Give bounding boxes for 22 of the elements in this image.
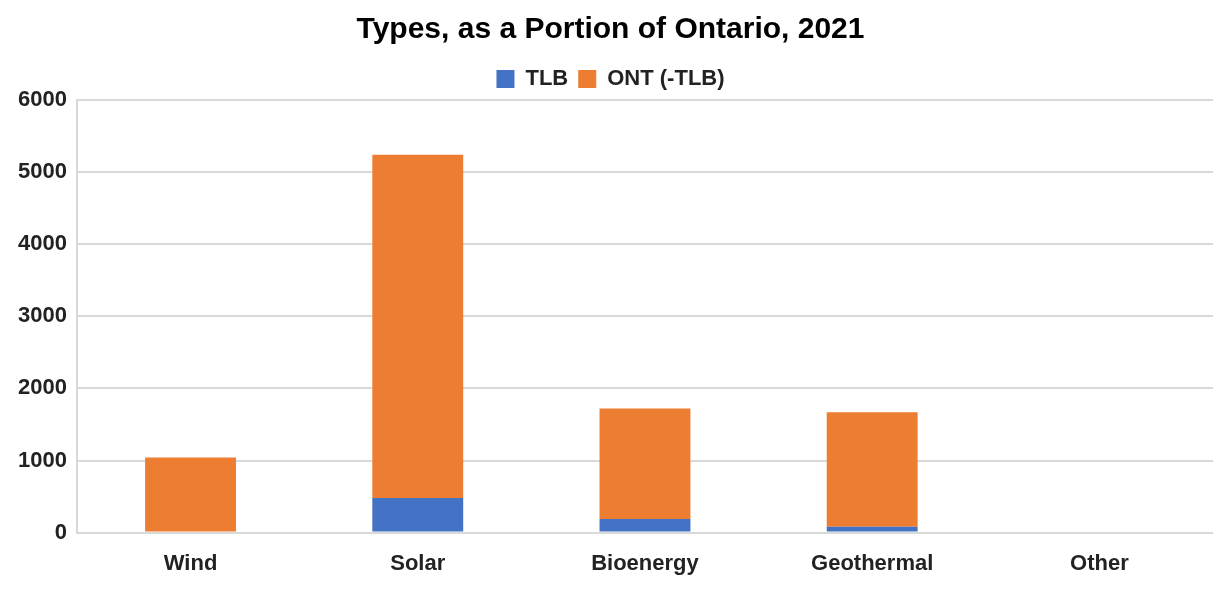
x-tick-label: Wind [163,549,218,575]
bar [826,526,918,532]
legend-label: TLB [525,65,569,91]
legend-label: ONT (-TLB) [607,65,725,91]
y-tick-label: 3000 [17,302,67,328]
bar [826,412,918,527]
y-tick-label: 0 [54,518,67,544]
y-tick-label: 4000 [17,230,67,256]
x-tick-label: Other [1070,549,1130,575]
chart-title: Types, as a Portion of Ontario, 2021 [356,11,865,45]
y-tick-label: 1000 [17,446,67,472]
bar [372,497,464,532]
y-tick-label: 6000 [17,86,67,112]
y-tick-label: 2000 [17,374,67,400]
bar [372,154,464,498]
y-tick-label: 5000 [17,158,67,184]
bar [599,518,691,532]
bar [145,457,236,532]
x-tick-label: Solar [390,549,446,575]
bar [599,408,691,519]
x-tick-label: Bioenergy [591,549,700,575]
x-tick-label: Geothermal [811,549,934,575]
